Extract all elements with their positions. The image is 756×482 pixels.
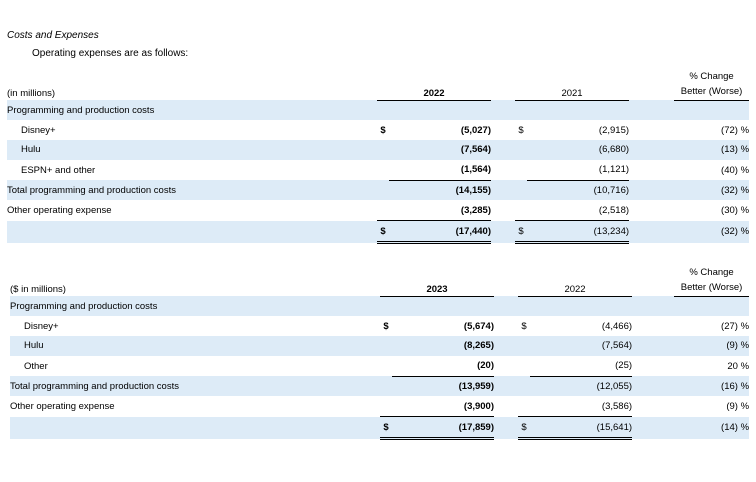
table-row: Hulu (7,564) (6,680) (13) % — [7, 140, 750, 160]
year-prior-header: 2022 — [518, 260, 633, 297]
row-label: Other — [24, 360, 48, 372]
change-header-line1: % Change — [689, 266, 734, 278]
row-label: Programming and production costs — [10, 296, 380, 317]
operating-expenses-table-2022: (in millions) 2022 2021 % Change Better … — [7, 64, 750, 245]
value-current: (5,027) — [460, 124, 492, 136]
value-current: (13,959) — [392, 376, 495, 397]
change-header-line2: Better (Worse) — [680, 281, 743, 293]
table-row: Hulu (8,265) (7,564) (9) % — [10, 336, 750, 356]
change-header: % Change Better (Worse) — [674, 64, 750, 101]
dollar-sign: $ — [377, 220, 389, 245]
change-value: (32) % — [674, 180, 750, 201]
dollar-sign: $ — [515, 220, 528, 245]
table-row: Disney+ $ (5,674) $ (4,466) (27) % — [10, 316, 749, 336]
section-title: Costs and Expenses — [7, 30, 99, 41]
value-prior: (2,915) — [598, 124, 630, 136]
change-value: (9) % — [674, 336, 750, 356]
change-value: (13) % — [674, 140, 750, 160]
row-label: Disney+ — [24, 320, 59, 332]
row-label — [7, 220, 377, 243]
year-prior-header: 2021 — [515, 64, 630, 101]
value-prior: (10,716) — [527, 180, 630, 201]
change-header-line2: Better (Worse) — [680, 85, 743, 97]
value-current: (3,900) — [463, 400, 495, 412]
value-current: (8,265) — [392, 336, 495, 356]
value-prior: (15,641) — [530, 416, 633, 441]
change-value: (9) % — [726, 401, 750, 413]
value-current: (5,674) — [463, 320, 495, 332]
row-label: ESPN+ and other — [21, 164, 96, 176]
table-row: Other (20) (25) 20 % — [10, 355, 750, 377]
change-value: 20 % — [727, 360, 750, 372]
table-row: $ (17,440) $ (13,234) (32) % — [7, 220, 750, 245]
row-label: Total programming and production costs — [10, 376, 380, 397]
change-value: (40) % — [721, 164, 750, 176]
change-value: (27) % — [721, 320, 750, 332]
value-current: (17,859) — [392, 416, 495, 441]
row-label: Other operating expense — [7, 205, 112, 217]
value-prior: (6,680) — [527, 140, 630, 160]
row-label: Total programming and production costs — [7, 180, 377, 201]
unit-label: (in millions) — [7, 88, 56, 99]
table-row: Disney+ $ (5,027) $ (2,915) (72) % — [7, 120, 749, 140]
value-prior: (13,234) — [527, 220, 630, 245]
unit-label: ($ in millions) — [10, 284, 66, 295]
value-prior: (7,564) — [530, 336, 633, 356]
change-header: % Change Better (Worse) — [674, 260, 750, 297]
change-value: (72) % — [721, 124, 750, 136]
row-label: Other operating expense — [10, 401, 115, 413]
value-current: (3,285) — [460, 204, 492, 216]
row-label: Disney+ — [21, 124, 56, 136]
table-row: Other operating expense (3,285) (2,518) … — [7, 200, 749, 220]
dollar-sign: $ — [521, 320, 527, 332]
value-current: (17,440) — [389, 220, 492, 245]
change-header-line1: % Change — [689, 70, 734, 82]
dollar-sign: $ — [518, 416, 531, 441]
table-row: Total programming and production costs (… — [10, 376, 750, 397]
value-prior: (25) — [530, 355, 633, 377]
intro-text: Operating expenses are as follows: — [32, 48, 189, 59]
year-current-header: 2022 — [377, 64, 492, 101]
row-label: Hulu — [7, 140, 377, 160]
dollar-sign: $ — [383, 320, 389, 332]
value-prior: (1,121) — [527, 159, 630, 181]
table-row: ESPN+ and other (1,564) (1,121) (40) % — [7, 159, 750, 181]
table-row: Programming and production costs — [7, 100, 750, 121]
row-label — [10, 416, 380, 439]
value-current: (20) — [392, 355, 495, 377]
value-prior: (2,518) — [598, 204, 630, 216]
dollar-sign: $ — [380, 416, 392, 441]
table-row: $ (17,859) $ (15,641) (14) % — [10, 416, 750, 441]
change-value: (14) % — [674, 416, 750, 439]
row-label: Programming and production costs — [7, 100, 377, 121]
dollar-sign: $ — [380, 124, 386, 136]
operating-expenses-table-2023: ($ in millions) 2023 2022 % Change Bette… — [10, 260, 750, 441]
change-value: (32) % — [674, 220, 750, 243]
value-prior: (12,055) — [530, 376, 633, 397]
dollar-sign: $ — [518, 124, 524, 136]
value-prior: (3,586) — [601, 400, 633, 412]
change-value: (16) % — [674, 376, 750, 397]
value-current: (14,155) — [389, 180, 492, 201]
value-current: (1,564) — [389, 159, 492, 181]
value-current: (7,564) — [389, 140, 492, 160]
table-row: Programming and production costs — [10, 296, 750, 317]
value-prior: (4,466) — [601, 320, 633, 332]
year-current-header: 2023 — [380, 260, 495, 297]
change-value: (30) % — [721, 205, 750, 217]
table-row: Other operating expense (3,900) (3,586) … — [10, 396, 749, 416]
row-label: Hulu — [10, 336, 380, 356]
table-row: Total programming and production costs (… — [7, 180, 750, 201]
